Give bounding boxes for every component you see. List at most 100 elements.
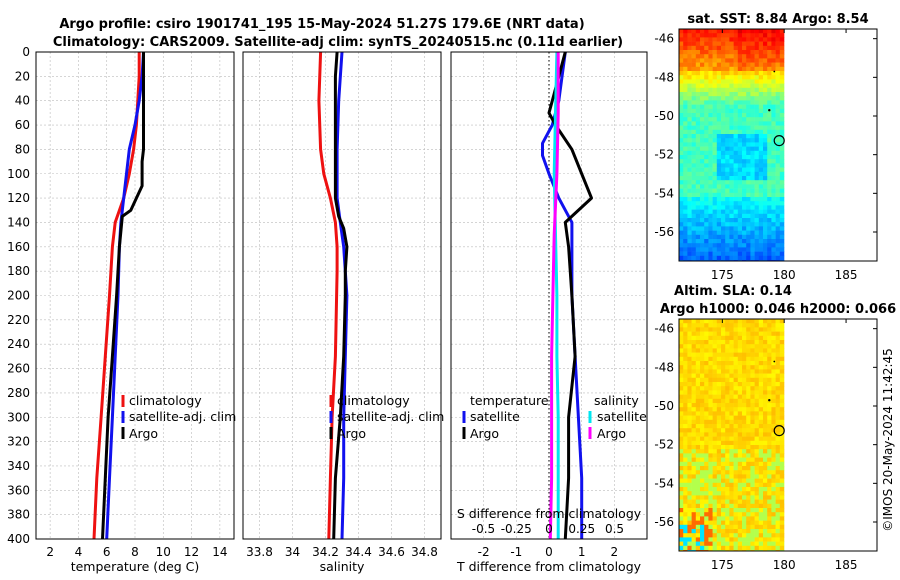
heatmap-cell bbox=[700, 117, 705, 122]
heatmap-cell bbox=[750, 482, 755, 488]
heatmap-cell bbox=[679, 201, 684, 206]
heatmap-cell bbox=[700, 474, 705, 479]
legend-temperature-title: temperature bbox=[470, 393, 549, 408]
heatmap-cell bbox=[683, 79, 688, 84]
heatmap-cell bbox=[763, 457, 768, 463]
heatmap-cell bbox=[729, 432, 734, 437]
heatmap-cell bbox=[725, 415, 730, 421]
heatmap-cell bbox=[758, 138, 764, 143]
heatmap-cell bbox=[704, 478, 709, 484]
heatmap-cell bbox=[729, 150, 734, 156]
heatmap-cell bbox=[763, 62, 768, 68]
heatmap-cell bbox=[716, 222, 722, 227]
heatmap-cell bbox=[742, 121, 747, 126]
heatmap-cell bbox=[712, 54, 718, 59]
heatmap-cell bbox=[704, 201, 709, 206]
heatmap-cell bbox=[771, 234, 776, 240]
heatmap-cell bbox=[700, 340, 705, 345]
heatmap-cell bbox=[712, 184, 718, 189]
heatmap-cell bbox=[754, 176, 760, 181]
heatmap-cell bbox=[746, 541, 751, 547]
heatmap-cell bbox=[750, 125, 755, 131]
heatmap-cell bbox=[704, 239, 709, 244]
heatmap-cell bbox=[758, 407, 764, 412]
heatmap-cell bbox=[767, 340, 772, 345]
heatmap-cell bbox=[729, 171, 734, 177]
heatmap-cell bbox=[679, 520, 684, 526]
heatmap-cell bbox=[708, 491, 713, 496]
heatmap-cell bbox=[771, 508, 776, 513]
heatmap-cell bbox=[775, 213, 781, 219]
heatmap-cell bbox=[679, 545, 684, 551]
heatmap-cell bbox=[716, 129, 722, 135]
heatmap-cell bbox=[687, 146, 692, 152]
heatmap-cell bbox=[679, 205, 684, 210]
heatmap-cell bbox=[746, 524, 751, 530]
heatmap-cell bbox=[683, 411, 688, 416]
heatmap-cell bbox=[691, 104, 697, 110]
heatmap-cell bbox=[754, 54, 760, 59]
heatmap-cell bbox=[733, 487, 739, 492]
heatmap-cell bbox=[729, 508, 734, 513]
heatmap-cell bbox=[746, 197, 751, 202]
heatmap-cell bbox=[779, 377, 785, 383]
heatmap-cell bbox=[742, 487, 747, 492]
heatmap-cell bbox=[679, 428, 684, 433]
heatmap-cell bbox=[679, 533, 684, 538]
salinity-tick-label: 34.4 bbox=[345, 545, 372, 559]
heatmap-cell bbox=[700, 100, 705, 105]
heatmap-cell bbox=[721, 197, 726, 202]
heatmap-cell bbox=[695, 453, 701, 458]
heatmap-cell bbox=[746, 432, 751, 437]
heatmap-cell bbox=[708, 323, 713, 328]
heatmap-cell bbox=[746, 407, 751, 412]
heatmap-cell bbox=[679, 411, 684, 416]
heatmap-cell bbox=[679, 386, 684, 391]
heatmap-cell bbox=[716, 138, 722, 143]
heatmap-cell bbox=[704, 428, 709, 433]
heatmap-cell bbox=[746, 251, 751, 257]
heatmap-cell bbox=[687, 58, 692, 63]
heatmap-cell bbox=[679, 155, 684, 160]
heatmap-cell bbox=[687, 524, 692, 530]
heatmap-cell bbox=[729, 424, 734, 429]
heatmap-cell bbox=[712, 373, 718, 379]
heatmap-cell bbox=[725, 213, 730, 219]
heatmap-cell bbox=[721, 146, 726, 152]
heatmap-cell bbox=[775, 180, 781, 185]
heatmap-cell bbox=[695, 432, 701, 437]
heatmap-cell bbox=[700, 432, 705, 437]
heatmap-cell bbox=[683, 428, 688, 433]
difference-legend-temperature: temperature satellite Argo bbox=[462, 393, 549, 441]
heatmap-cell bbox=[737, 382, 743, 387]
heatmap-cell bbox=[737, 394, 743, 400]
heatmap-cell bbox=[700, 83, 705, 89]
heatmap-cell bbox=[779, 75, 785, 80]
heatmap-cell bbox=[683, 461, 688, 467]
heatmap-cell bbox=[708, 398, 713, 404]
heatmap-cell bbox=[746, 247, 751, 252]
heatmap-cell bbox=[746, 71, 751, 76]
heatmap-cell bbox=[742, 545, 747, 551]
heatmap-cell bbox=[704, 37, 709, 42]
heatmap-cell bbox=[771, 474, 776, 479]
heatmap-cell bbox=[691, 323, 697, 328]
copyright-stamp: ©IMOS 20-May-2024 11:42:45 bbox=[881, 348, 895, 532]
heatmap-cell bbox=[729, 108, 734, 114]
heatmap-cell bbox=[695, 66, 701, 72]
heatmap-cell bbox=[687, 394, 692, 400]
heatmap-cell bbox=[779, 323, 785, 328]
heatmap-cell bbox=[742, 243, 747, 248]
heatmap-cell bbox=[750, 213, 755, 219]
heatmap-cell bbox=[758, 394, 764, 400]
heatmap-cell bbox=[712, 62, 718, 68]
heatmap-cell bbox=[687, 113, 692, 118]
heatmap-cell bbox=[716, 373, 722, 379]
heatmap-cell bbox=[750, 545, 755, 551]
heatmap-cell bbox=[771, 218, 776, 223]
heatmap-cell bbox=[704, 87, 709, 93]
heatmap-cell bbox=[712, 87, 718, 93]
heatmap-cell bbox=[771, 58, 776, 63]
heatmap-cell bbox=[704, 382, 709, 387]
heatmap-cell bbox=[767, 361, 772, 366]
